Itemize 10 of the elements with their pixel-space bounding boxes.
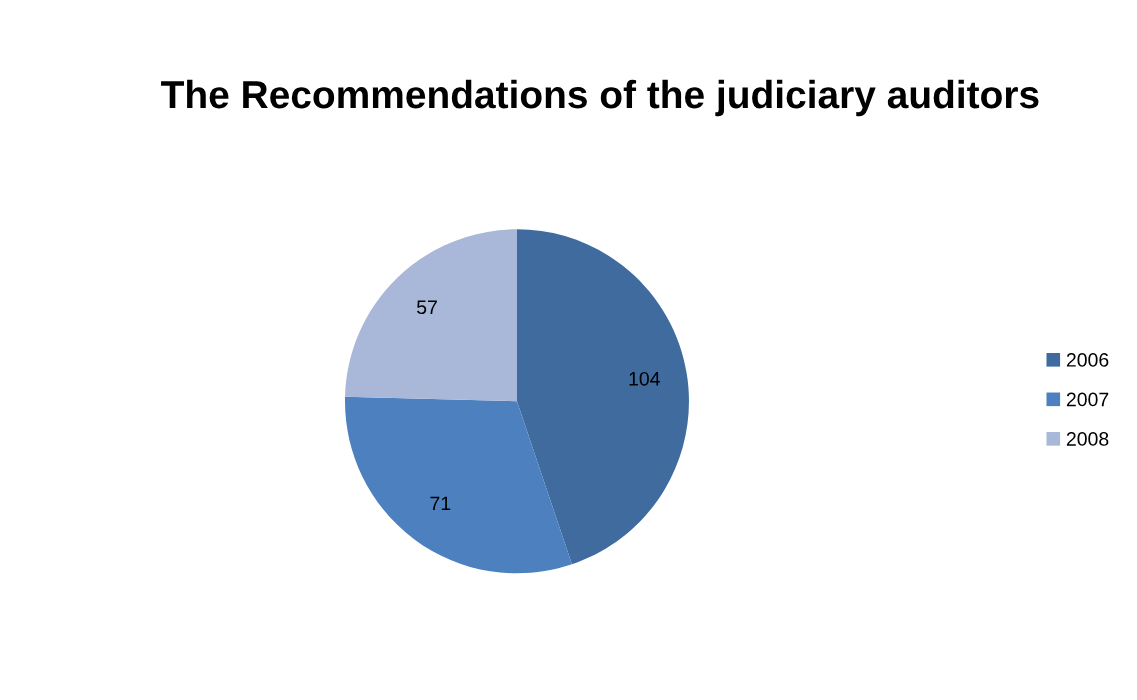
chart-title: The Recommendations of the judiciary auditors: [161, 79, 1039, 117]
legend-label: 2008: [1066, 432, 1109, 446]
pie-slice: [516, 229, 689, 565]
pie-slice: [345, 396, 572, 574]
legend-label: 2006: [1066, 353, 1109, 367]
pie-slice: [345, 229, 517, 402]
data-label: 57: [416, 300, 437, 315]
legend-label: 2007: [1066, 392, 1109, 407]
data-label: 71: [430, 496, 451, 511]
data-label: 104: [629, 371, 660, 386]
